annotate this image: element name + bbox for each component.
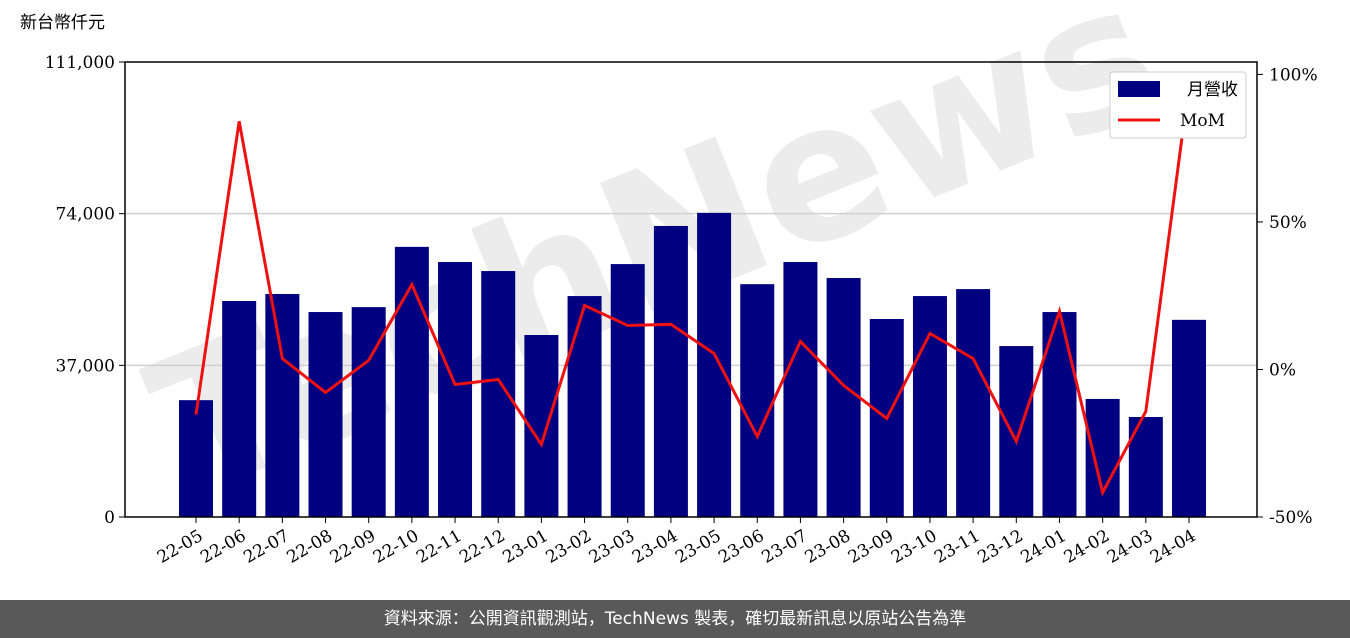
plot-frame (124, 61, 1258, 518)
bar (912, 296, 947, 517)
y-axis-label: 新台幣仟元 (20, 13, 105, 33)
x-tick-label: 24-04 (1147, 526, 1199, 568)
chart: 新台幣仟元 TechNews037,00074,000111,000-50%0%… (20, 0, 1318, 568)
bar (1085, 398, 1120, 517)
bar (265, 294, 300, 517)
legend-label: MoM (1180, 111, 1225, 131)
x-tick-label: 23-08 (802, 526, 854, 568)
x-tick-label: 23-10 (888, 526, 940, 568)
x-tick-label: 22-09 (327, 526, 379, 568)
bar (567, 296, 602, 517)
bar (610, 264, 645, 517)
line (194, 84, 1191, 497)
bar (394, 246, 429, 517)
x-tick-label: 24-02 (1061, 526, 1113, 568)
bar (999, 346, 1034, 517)
x-tick-label: 23-06 (715, 526, 767, 568)
bar (308, 312, 343, 517)
bar (783, 262, 818, 517)
x-tick-label: 22-12 (456, 526, 508, 568)
bar (740, 284, 775, 517)
bar (697, 212, 732, 517)
y2-tick-label: 50% (1269, 213, 1307, 233)
y-tick-label: 111,000 (45, 53, 115, 73)
x-tick-label: 22-07 (240, 526, 292, 568)
bar (653, 225, 688, 517)
x-tick-label: 23-11 (931, 526, 983, 568)
footer: 資料來源：公開資訊觀測站，TechNews 製表，確切最新訊息以原站公告為準 (0, 600, 1350, 638)
x-tick-label: 23-09 (845, 526, 897, 568)
x-tick-label: 23-12 (974, 526, 1026, 568)
x-tick-label: 22-11 (413, 526, 465, 568)
x-tick-label: 23-02 (543, 526, 595, 568)
y2-tick-label: 0% (1269, 360, 1296, 380)
x-tick-label: 24-01 (1018, 526, 1070, 568)
legend-swatch (1118, 81, 1160, 97)
bar (826, 278, 861, 517)
bar (956, 289, 991, 517)
x-tick-label: 23-03 (586, 526, 638, 568)
y-tick-label: 0 (104, 508, 115, 528)
x-tick-label: 22-05 (154, 526, 206, 568)
x-tick-label: 23-07 (758, 526, 810, 568)
x-tick-label: 23-05 (672, 526, 724, 568)
x-tick-label: 23-01 (499, 526, 551, 568)
bar (222, 300, 257, 517)
y2-tick-label: -50% (1269, 508, 1313, 528)
y2-tick-label: 100% (1269, 65, 1318, 85)
bar (438, 262, 473, 517)
x-tick-label: 24-03 (1104, 526, 1156, 568)
x-tick-label: 22-08 (284, 526, 336, 568)
legend: 月營收 MoM (1109, 71, 1247, 139)
x-tick-label: 22-10 (370, 526, 422, 568)
bar (179, 400, 213, 517)
bar (481, 271, 516, 517)
x-tick-label: 23-04 (629, 526, 681, 568)
bar (1172, 319, 1206, 517)
y-tick-label: 37,000 (56, 356, 115, 376)
legend-label: 月營收 (1187, 80, 1238, 100)
y-tick-label: 74,000 (56, 205, 115, 225)
